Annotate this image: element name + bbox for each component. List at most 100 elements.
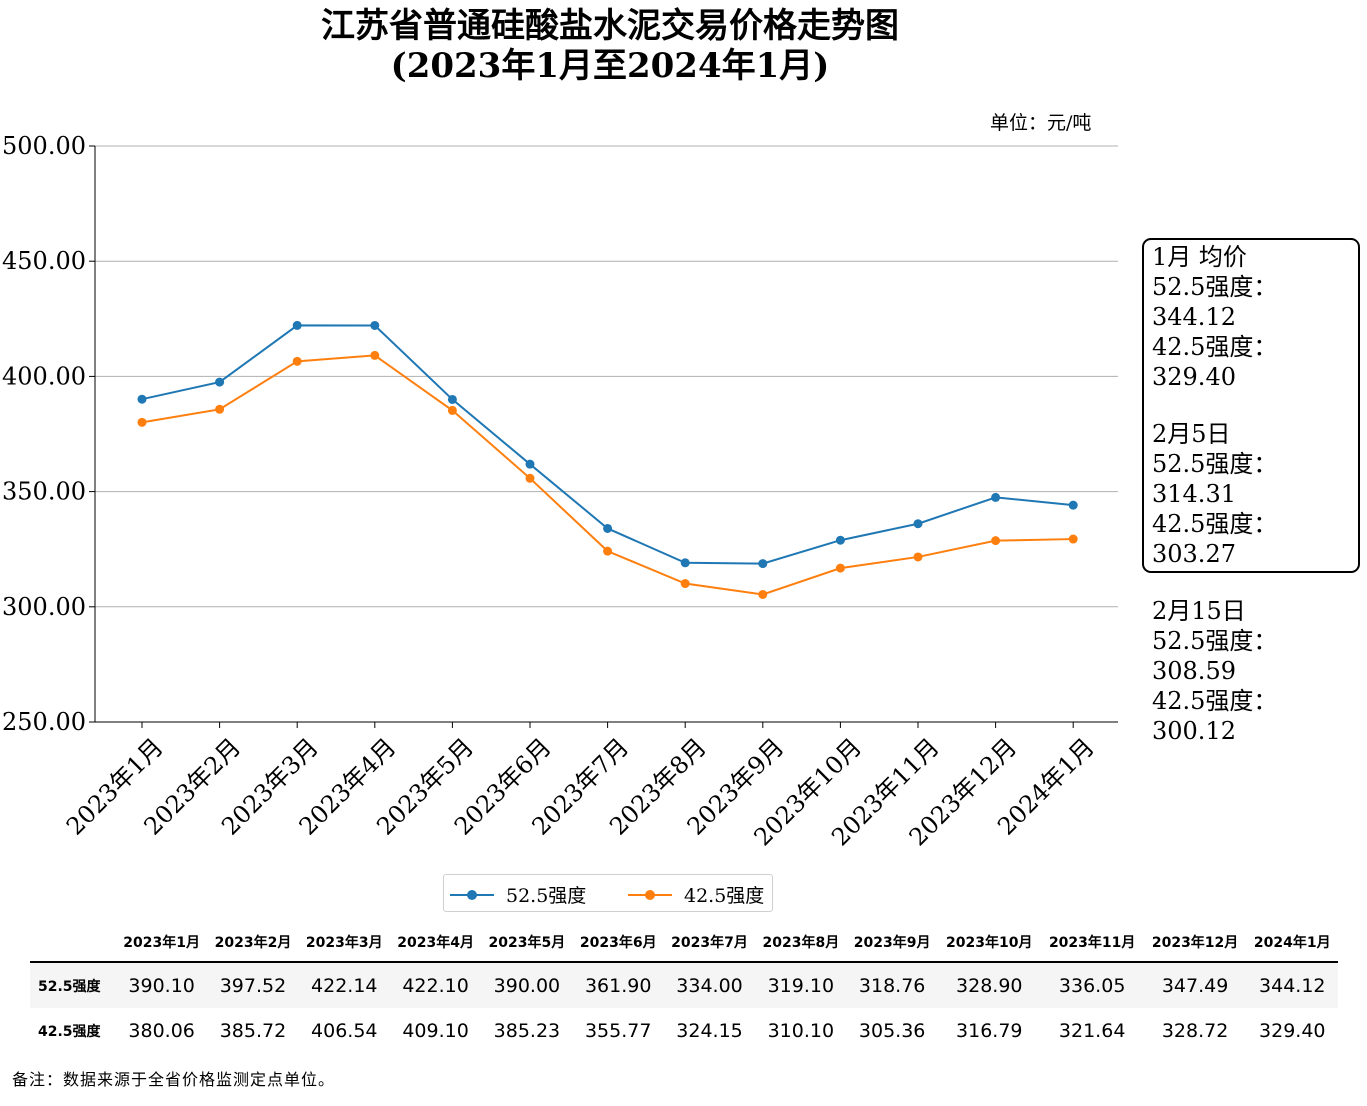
series-line-1 — [141, 354, 1074, 596]
table-cell: 361.90 — [572, 962, 664, 1008]
data-point — [758, 559, 768, 569]
table-row-header: 52.5强度 — [30, 962, 116, 1008]
table-header-row: 2023年1月 2023年2月 2023年3月 2023年4月 2023年5月 2023年… — [30, 923, 1338, 963]
table-column-header: 2023年11月 — [1040, 923, 1144, 963]
table-cell: 390.10 — [116, 962, 208, 1008]
data-point — [991, 536, 1001, 546]
note-line: 42.5强度：303.27 — [1152, 510, 1278, 568]
table-cell: 328.72 — [1161, 1019, 1229, 1042]
data-point — [292, 320, 302, 330]
table-column-header: 2023年1月 — [116, 923, 208, 963]
legend: 52.5强度 42.5强度 — [443, 874, 773, 912]
table-cell: 328.90 — [937, 962, 1041, 1008]
table-cell: 336.05 — [1040, 962, 1144, 1008]
table-cell: 409.10 — [402, 1019, 469, 1042]
table-cell: 355.77 — [584, 1019, 652, 1042]
table-cell: 329.40 — [1259, 1019, 1326, 1042]
table-cell: 422.10 — [389, 962, 482, 1008]
table-cell: 422.14 — [298, 962, 390, 1008]
data-point — [447, 394, 457, 404]
table-cell: 305.36 — [858, 1019, 926, 1042]
table-cell: 385.72 — [219, 1019, 287, 1042]
data-point — [603, 523, 613, 533]
data-point — [525, 459, 535, 469]
note-group: 2月5日 52.5强度：314.31 42.5强度：303.27 — [1152, 419, 1358, 569]
table-cell: 310.10 — [767, 1019, 835, 1042]
y-tick-label: 400.00 — [2, 362, 86, 390]
data-point — [913, 552, 923, 562]
table-cell: 319.10 — [755, 962, 847, 1008]
data-point — [370, 320, 380, 330]
y-tick-label: 500.00 — [2, 132, 86, 160]
table-corner — [30, 923, 116, 963]
table-column-header: 2023年6月 — [572, 923, 664, 963]
note-title: 2月5日 — [1152, 420, 1231, 448]
axes: 250.00300.00350.00400.00450.00500.002023… — [2, 132, 1118, 851]
table-cell: 344.12 — [1246, 962, 1338, 1008]
y-tick-label: 250.00 — [2, 708, 86, 736]
table-cell: 397.52 — [207, 962, 299, 1008]
data-point — [991, 492, 1001, 502]
price-notes-box: 1月 均价 52.5强度：344.12 42.5强度：329.40 2月5日 52.5强… — [1142, 238, 1360, 745]
data-point — [1068, 534, 1078, 544]
y-tick-label: 350.00 — [2, 478, 86, 506]
data-point — [835, 563, 845, 573]
note-group: 1月 均价 52.5强度：344.12 42.5强度：329.40 — [1152, 242, 1358, 392]
legend-item-42-5[interactable]: 42.5强度 — [628, 881, 764, 908]
table-cell: 324.15 — [676, 1019, 743, 1042]
table-row: 42.5强度 380.06 385.72 406.54 409.10 385.23 355.… — [30, 1008, 1338, 1053]
y-tick-label: 300.00 — [2, 593, 86, 621]
data-point — [1068, 500, 1078, 510]
note-line: 42.5强度：300.12 — [1152, 687, 1278, 745]
table-cell: 318.76 — [846, 962, 938, 1008]
unit-label: 单位：元/吨 — [990, 112, 1092, 134]
data-point — [137, 394, 147, 404]
table-column-header: 2024年1月 — [1246, 923, 1338, 963]
legend-item-52-5[interactable]: 52.5强度 — [450, 881, 586, 908]
table-cell: 316.79 — [956, 1019, 1023, 1042]
legend-marker-52-5 — [450, 889, 494, 900]
series-layer — [137, 320, 1078, 599]
table-column-header: 2023年5月 — [481, 923, 573, 963]
table-cell: 347.49 — [1143, 962, 1247, 1008]
data-point — [758, 589, 768, 599]
chart-title: 江苏省普通硅酸盐水泥交易价格走势图 (2023年1月至2024年1月) — [0, 6, 1220, 86]
legend-label-42-5: 42.5强度 — [684, 885, 765, 907]
grid-lines — [95, 145, 1118, 723]
table-cell: 385.23 — [493, 1019, 561, 1042]
data-point — [215, 377, 225, 387]
table-column-header: 2023年3月 — [298, 923, 390, 963]
data-point — [370, 350, 380, 360]
data-point — [835, 535, 845, 545]
data-point — [680, 579, 690, 589]
note-line: 52.5强度：308.59 — [1152, 627, 1278, 685]
table-column-header: 2023年12月 — [1143, 923, 1247, 963]
data-point — [525, 473, 535, 483]
table-column-header: 2023年4月 — [389, 923, 482, 963]
chart-subtitle: (2023年1月至2024年1月) — [390, 46, 830, 86]
data-table: 2023年1月 2023年2月 2023年3月 2023年4月 2023年5月 2023年… — [30, 923, 1338, 1053]
line-chart: 250.00300.00350.00400.00450.00500.002023… — [2, 132, 1118, 851]
data-point — [913, 519, 923, 529]
table-cell: 334.00 — [663, 962, 756, 1008]
note-group: 2月15日 52.5强度：308.59 42.5强度：300.12 — [1152, 596, 1358, 746]
data-point — [137, 417, 147, 427]
note-line: 52.5强度：344.12 — [1152, 273, 1278, 331]
table-column-header: 2023年2月 — [207, 923, 299, 963]
legend-label-52-5: 52.5强度 — [506, 885, 587, 907]
table-column-header: 2023年10月 — [937, 923, 1041, 963]
legend-marker-42-5 — [628, 889, 672, 900]
table-column-header: 2023年8月 — [755, 923, 847, 963]
table-cell: 390.00 — [481, 962, 573, 1008]
data-point — [292, 356, 302, 366]
table-cell: 321.64 — [1058, 1019, 1126, 1042]
note-line: 52.5强度：314.31 — [1152, 450, 1278, 508]
data-point — [447, 405, 457, 415]
data-point — [603, 546, 613, 556]
chart-title-main: 江苏省普通硅酸盐水泥交易价格走势图 — [321, 6, 899, 46]
table-row-header: 42.5强度 — [38, 1023, 101, 1040]
table-cell: 380.06 — [128, 1019, 195, 1042]
data-point — [215, 404, 225, 414]
note-line: 42.5强度：329.40 — [1152, 333, 1278, 391]
table-column-header: 2023年7月 — [663, 923, 756, 963]
